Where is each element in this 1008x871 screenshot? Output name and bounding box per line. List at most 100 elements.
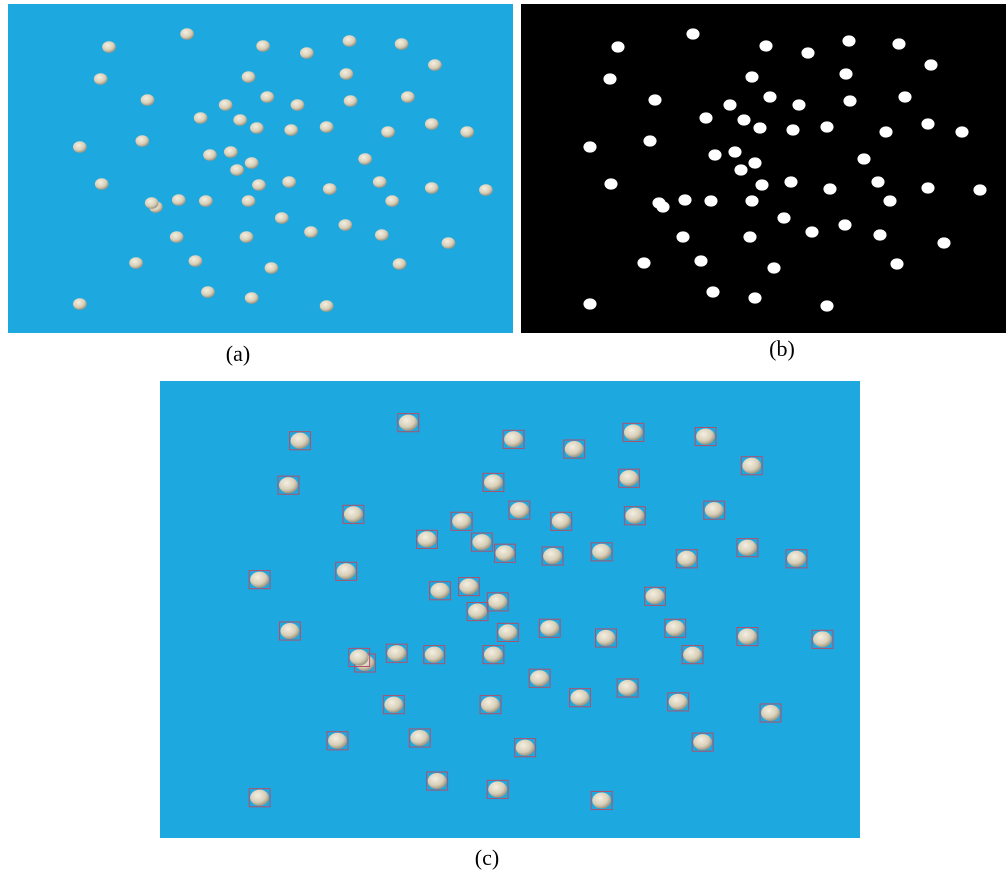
seed [328, 732, 347, 749]
seed [530, 670, 550, 687]
seed [792, 99, 806, 111]
seed [973, 184, 987, 196]
seed-box [289, 431, 311, 451]
seed [955, 126, 969, 138]
seed-box [623, 506, 646, 526]
seed [504, 431, 524, 448]
seed [488, 781, 508, 798]
seed [745, 71, 759, 83]
seed [472, 534, 492, 551]
seed [358, 153, 372, 165]
seed [543, 547, 563, 565]
seed [892, 38, 906, 50]
seed-box [514, 738, 537, 758]
seed [706, 286, 720, 298]
seed [623, 424, 643, 441]
seed-box [616, 678, 639, 698]
seed-box [408, 728, 431, 748]
seed [102, 41, 116, 53]
seed [603, 73, 617, 85]
seed-box [538, 618, 561, 638]
seed [596, 629, 616, 647]
seed [786, 124, 800, 136]
seed [737, 539, 757, 556]
seed [392, 258, 407, 270]
seed [342, 35, 357, 47]
seed [823, 183, 837, 195]
seed [509, 502, 529, 519]
seed-box [486, 779, 509, 799]
seed-box [563, 439, 586, 459]
seed [921, 182, 935, 194]
seed [239, 231, 254, 243]
seed [540, 620, 560, 637]
seed-box [429, 581, 451, 601]
panel-label: (c) [475, 845, 499, 870]
seed-box [326, 731, 349, 751]
seed [250, 789, 270, 806]
seed-box [502, 429, 525, 449]
seed [94, 178, 109, 190]
seed [428, 59, 442, 71]
seed [233, 114, 248, 126]
seed [678, 194, 692, 206]
seed-box [691, 732, 714, 752]
seed-box [385, 643, 408, 663]
panel-a-image [8, 4, 513, 333]
seed-box [644, 586, 667, 606]
seed [424, 646, 444, 663]
seed-box [479, 695, 502, 715]
seed [410, 729, 430, 747]
seed [427, 772, 447, 790]
seed [693, 734, 713, 751]
seed [570, 689, 590, 706]
seed [73, 141, 87, 153]
seed [618, 679, 638, 697]
seed [319, 121, 334, 133]
seed [611, 41, 625, 53]
seed [398, 414, 418, 431]
seed [374, 229, 389, 241]
seed-box [667, 692, 690, 712]
seed [686, 28, 700, 40]
panel-c-image [160, 381, 860, 838]
seed-box [736, 627, 759, 647]
seed-box [248, 570, 271, 590]
seed [343, 506, 363, 523]
seed [290, 432, 310, 449]
seed [604, 178, 618, 190]
seed [668, 693, 688, 710]
seed [252, 179, 266, 191]
seed [343, 95, 358, 107]
seed [625, 507, 645, 524]
seed [144, 197, 159, 209]
seed [385, 195, 400, 207]
seed [873, 229, 887, 241]
seed [282, 176, 296, 188]
seed [244, 157, 259, 169]
seed [171, 194, 186, 206]
seed-box [590, 790, 613, 811]
seed [839, 68, 853, 80]
seed [479, 184, 493, 196]
seed [483, 474, 503, 491]
seed-box [759, 703, 782, 723]
panel-label: (b) [769, 336, 795, 361]
seed [300, 47, 314, 59]
seed [937, 237, 951, 249]
seed [319, 300, 334, 312]
seed [843, 95, 857, 107]
seed-box [618, 468, 641, 488]
seed [452, 513, 472, 530]
seed [665, 620, 685, 637]
seed [879, 126, 893, 138]
seed-box [382, 695, 405, 715]
seed [322, 183, 337, 195]
seed-box [397, 413, 420, 433]
seed [763, 91, 777, 103]
seed-box [675, 549, 698, 569]
seed [488, 593, 508, 610]
seed [135, 135, 150, 147]
seed-box [493, 543, 516, 563]
